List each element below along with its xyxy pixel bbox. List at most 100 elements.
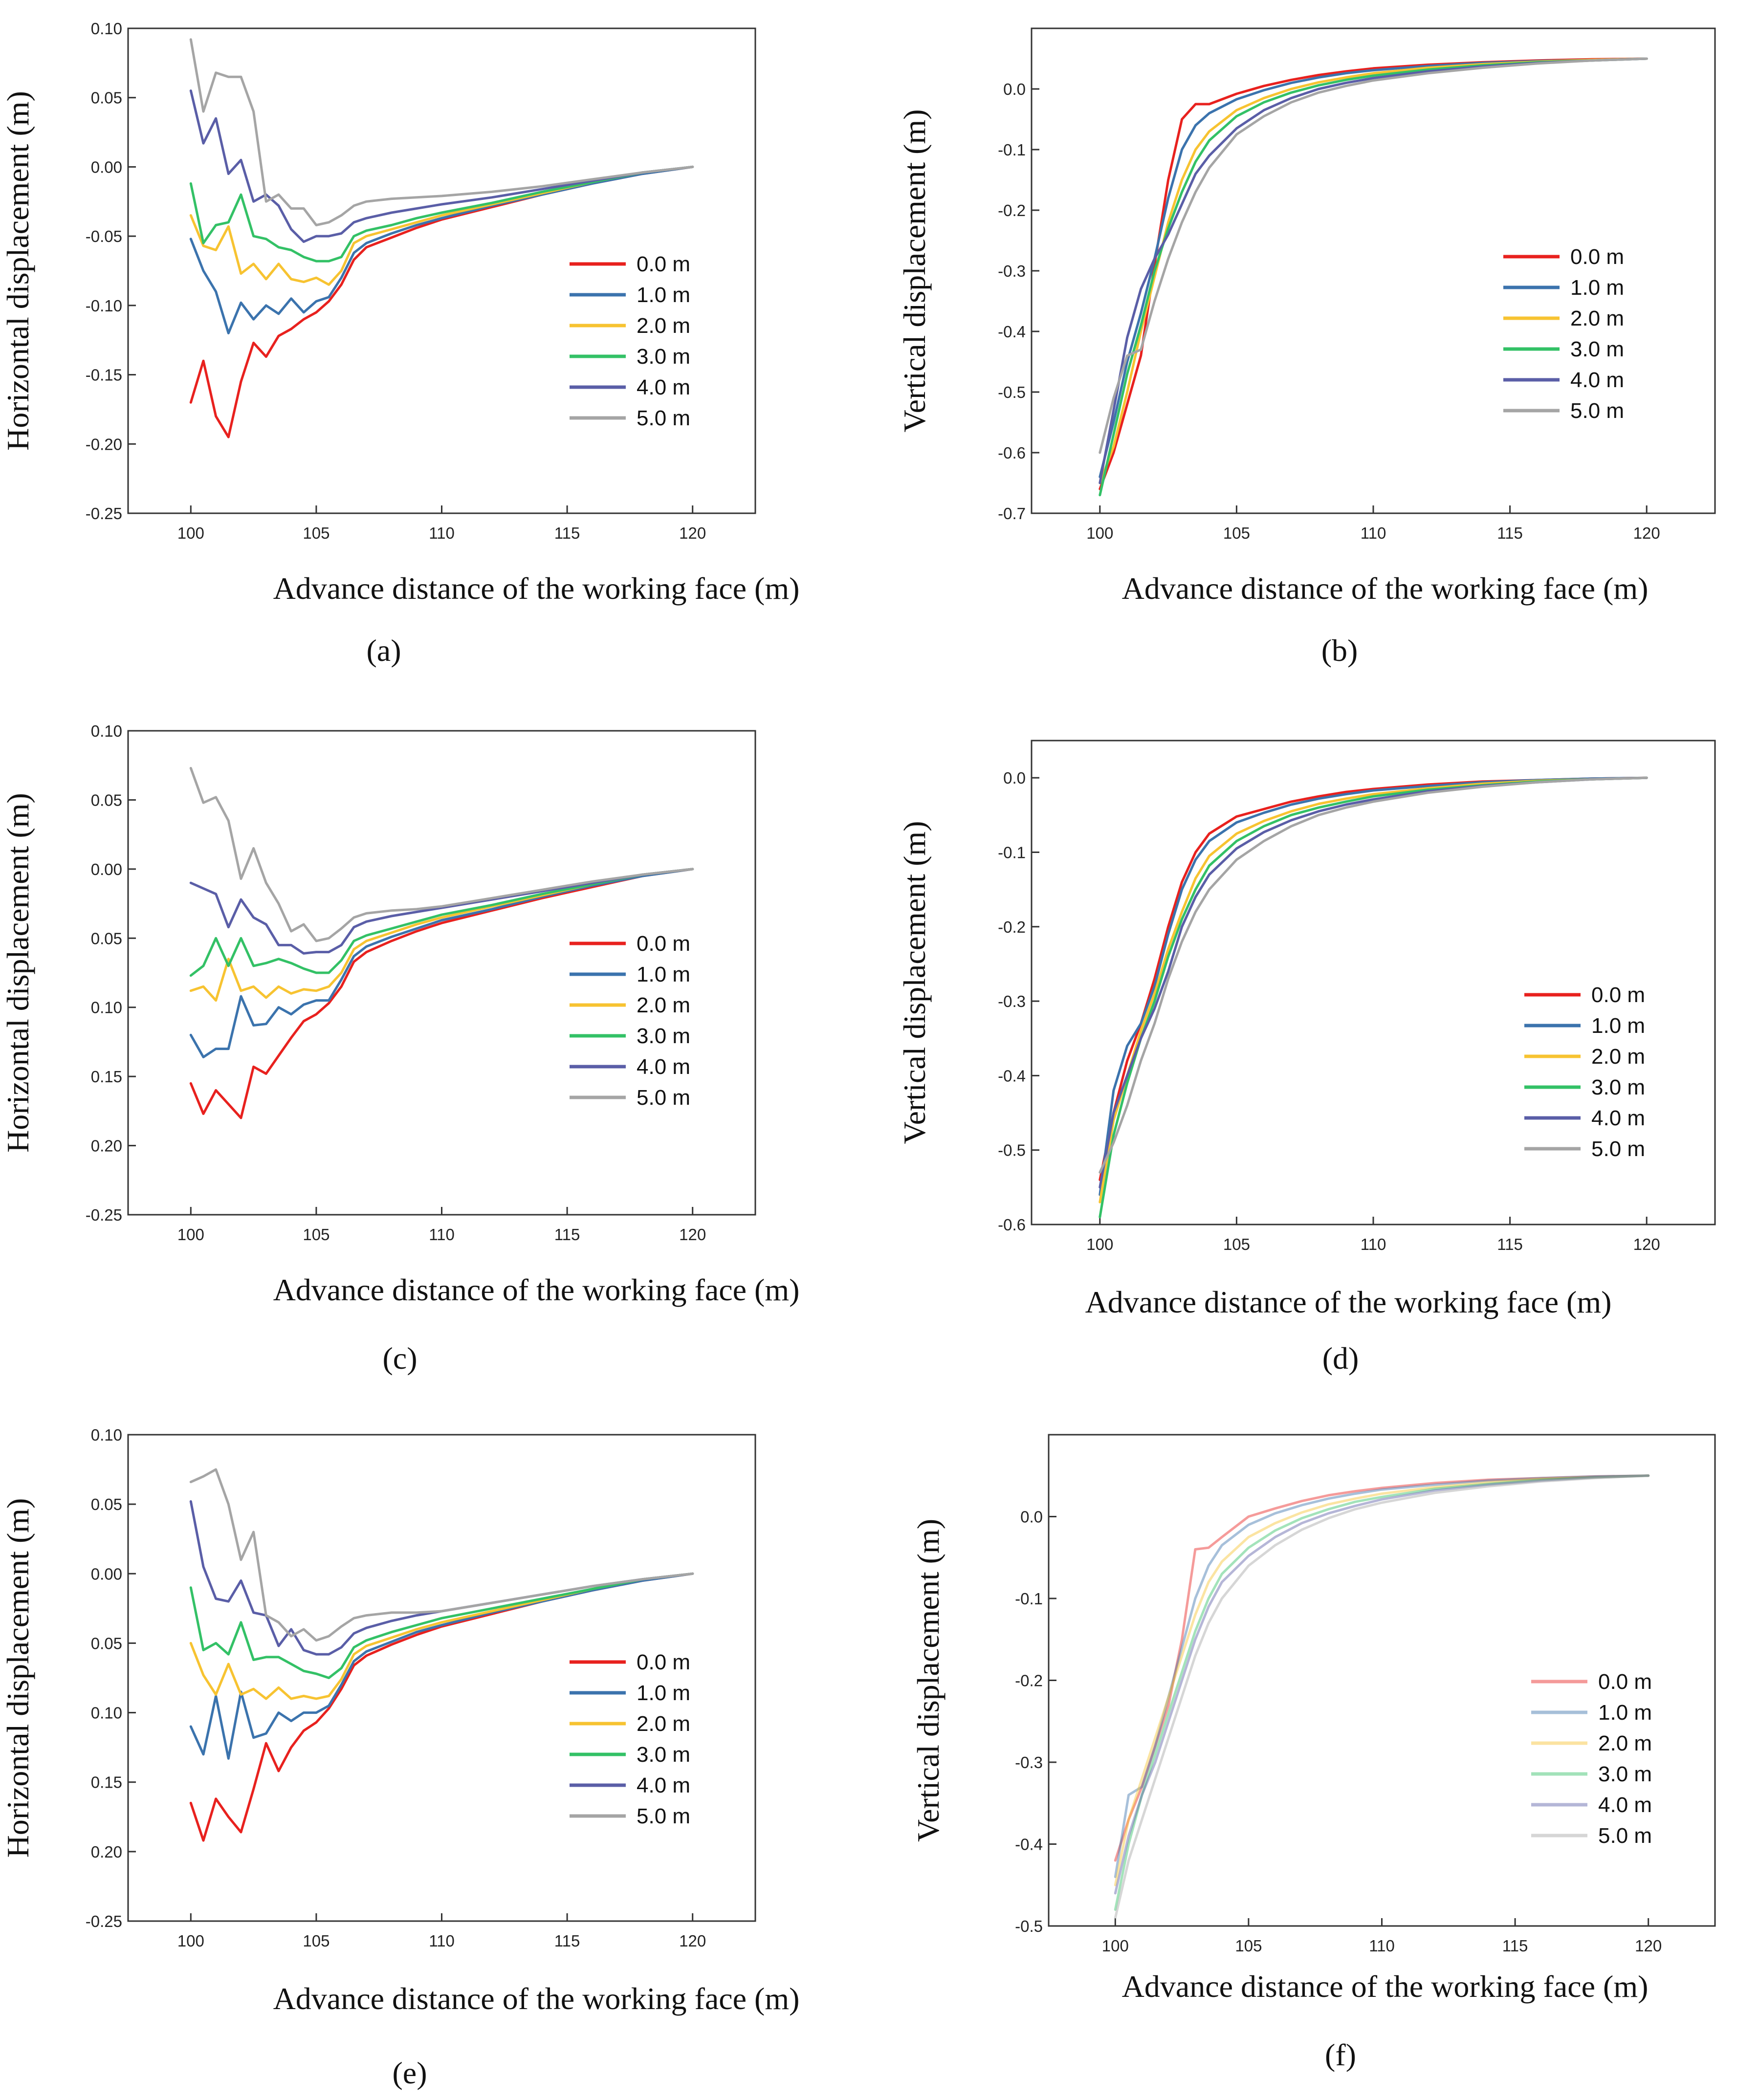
y-tick-label: 0.00 <box>91 860 122 878</box>
y-tick-label: 0.10 <box>91 1704 122 1722</box>
x-axis-label: Advance distance of the working face (m) <box>1122 571 1649 606</box>
legend-label: 5.0 m <box>1570 399 1624 423</box>
legend-label: 3.0 m <box>637 1024 690 1048</box>
legend-label: 0.0 m <box>1591 983 1645 1007</box>
x-tick-label: 100 <box>177 1932 204 1950</box>
y-tick-label: 0.10 <box>91 999 122 1017</box>
series-line-20 <box>1114 1474 1650 1886</box>
series-line-30 <box>189 1572 694 1679</box>
series-line-10 <box>1099 776 1648 1196</box>
y-axis-label: Vertical displacement (m) <box>897 109 932 432</box>
x-tick-label: 120 <box>1635 1937 1662 1955</box>
series-line-50 <box>189 766 694 942</box>
x-tick-label: 105 <box>1223 524 1250 542</box>
y-tick-label: -0.1 <box>1015 1590 1043 1608</box>
series-line-30 <box>1099 57 1648 497</box>
series-line-50 <box>1099 776 1648 1174</box>
y-tick-label: -0.4 <box>1015 1836 1043 1854</box>
x-tick-label: 115 <box>554 1225 580 1244</box>
legend-label: 2.0 m <box>637 1712 690 1736</box>
y-tick-label: 0.05 <box>91 791 122 809</box>
panel-label: (b) <box>1321 633 1358 668</box>
y-tick-label: 0.20 <box>91 1843 122 1861</box>
series-line-40 <box>189 868 694 955</box>
series-line-50 <box>189 38 694 226</box>
y-axis-label: Horizontal displacement (m) <box>0 1498 35 1858</box>
legend-label: 3.0 m <box>1591 1075 1645 1099</box>
series-line-30 <box>189 868 694 977</box>
legend-label: 1.0 m <box>637 1681 690 1705</box>
chart-panel-0: 100 105 110 115 120 0.10 0.05 0.00 -0.05 -0.10 -0.… <box>0 20 799 668</box>
legend-label: 0.0 m <box>637 1650 690 1674</box>
y-tick-label: -0.3 <box>1015 1753 1043 1772</box>
panel-label: (f) <box>1325 2037 1356 2072</box>
x-tick-label: 100 <box>1102 1937 1129 1955</box>
x-tick-label: 115 <box>1502 1937 1528 1955</box>
y-tick-label: -0.2 <box>1015 1672 1043 1690</box>
x-axis-label: Advance distance of the working face (m) <box>1085 1285 1612 1319</box>
legend-label: 4.0 m <box>637 1773 690 1797</box>
x-tick-label: 110 <box>1361 524 1386 542</box>
chart-panel-2: 100 105 110 115 120 0.10 0.05 0.00 0.05 0.10 0.15 0… <box>0 722 799 1376</box>
y-tick-label: -0.2 <box>998 918 1026 936</box>
legend-label: 0.0 m <box>1570 245 1624 269</box>
x-axis-label: Advance distance of the working face (m) <box>273 571 800 606</box>
x-tick-label: 120 <box>679 1932 706 1950</box>
series-line-40 <box>189 89 694 243</box>
chart-panel-5: 100 105 110 115 120 0.0 -0.1 -0.2 -0.3 -0.4 -0.5 0.… <box>911 1434 1716 2072</box>
y-tick-label: 0.05 <box>91 929 122 947</box>
y-axis-label: Horizontal displacement (m) <box>0 91 35 451</box>
x-tick-label: 105 <box>303 1225 330 1244</box>
x-tick-label: 115 <box>554 1932 580 1950</box>
legend-label: 2.0 m <box>1570 306 1624 330</box>
legend-label: 4.0 m <box>1570 368 1624 392</box>
series-line-10 <box>1099 57 1648 479</box>
legend-label: 2.0 m <box>637 314 690 338</box>
y-tick-label: 0.15 <box>91 1773 122 1792</box>
x-tick-label: 110 <box>1361 1235 1386 1253</box>
y-tick-label: -0.4 <box>998 323 1026 341</box>
y-tick-label: 0.10 <box>91 20 122 38</box>
series-line-20 <box>1099 57 1648 484</box>
y-tick-label: 0.20 <box>91 1137 122 1155</box>
series-line-50 <box>189 1468 694 1642</box>
y-tick-label: 0.00 <box>91 1565 122 1583</box>
x-tick-label: 120 <box>679 1225 706 1244</box>
plot-frame <box>1031 27 1716 514</box>
series-line-00 <box>1114 1474 1650 1862</box>
panel-label: (d) <box>1322 1341 1359 1376</box>
legend-label: 2.0 m <box>1591 1045 1645 1069</box>
series-line-00 <box>189 165 694 438</box>
x-axis-label: Advance distance of the working face (m) <box>1122 1969 1649 2004</box>
x-axis-label: Advance distance of the working face (m) <box>273 1272 800 1307</box>
y-tick-label: 0.15 <box>91 1068 122 1086</box>
y-tick-label: 0.05 <box>91 1634 122 1652</box>
y-tick-label: -0.6 <box>998 1216 1026 1234</box>
y-tick-label: -0.2 <box>998 201 1026 219</box>
series-line-10 <box>189 165 694 334</box>
y-tick-label: -0.4 <box>998 1067 1026 1085</box>
y-tick-label: -0.5 <box>998 1141 1026 1159</box>
y-tick-label: -0.5 <box>1015 1917 1043 1935</box>
y-tick-label: -0.25 <box>86 1912 122 1930</box>
legend-label: 1.0 m <box>1591 1014 1645 1038</box>
y-tick-label: -0.15 <box>86 366 122 384</box>
x-tick-label: 120 <box>1633 1235 1660 1253</box>
y-tick-label: 0.10 <box>91 1426 122 1444</box>
y-tick-label: -0.25 <box>86 1206 122 1224</box>
x-tick-label: 120 <box>679 524 706 542</box>
series-line-10 <box>189 1572 694 1760</box>
y-tick-label: -0.20 <box>86 435 122 453</box>
x-tick-label: 100 <box>1086 524 1113 542</box>
y-tick-label: -0.1 <box>998 843 1026 861</box>
x-tick-label: 110 <box>429 524 455 542</box>
x-tick-label: 110 <box>429 1225 455 1244</box>
y-tick-label: -0.3 <box>998 992 1026 1010</box>
series-line-40 <box>1114 1474 1650 1895</box>
legend-label: 3.0 m <box>1570 337 1624 361</box>
y-tick-label: -0.5 <box>998 383 1026 401</box>
panel-label: (c) <box>382 1341 417 1376</box>
y-tick-label: -0.05 <box>86 227 122 245</box>
x-tick-label: 100 <box>177 524 204 542</box>
